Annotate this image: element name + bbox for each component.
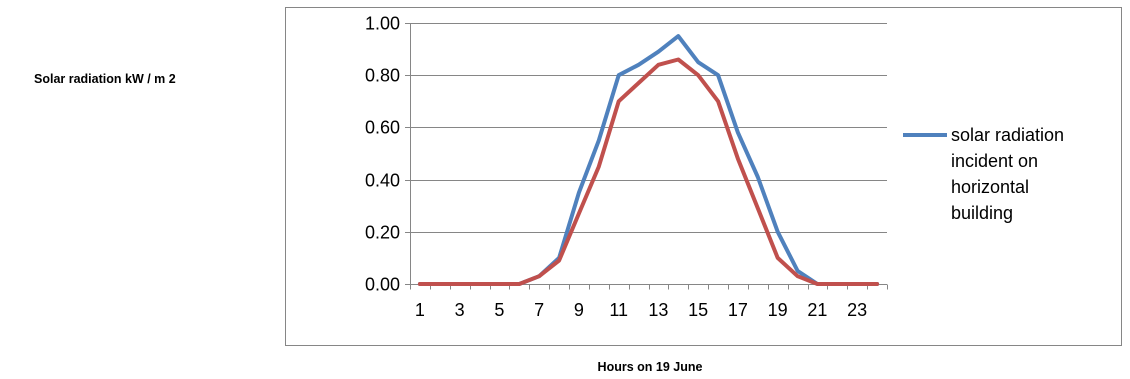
chart-frame	[285, 7, 1122, 346]
legend-label-line-2: horizontal	[951, 177, 1029, 197]
x-tick-label-9: 19	[768, 300, 788, 320]
x-tick-label-10: 21	[807, 300, 827, 320]
series-line-1	[417, 57, 880, 286]
x-tick-label-4: 9	[574, 300, 584, 320]
gridlines	[410, 23, 887, 233]
y-axis-label: Solar radiation kW / m 2	[34, 72, 176, 86]
legend-label-line-3: building	[951, 203, 1013, 223]
x-tick-label-7: 15	[688, 300, 708, 320]
x-axis-label-wrap: Hours on 19 June	[0, 360, 1130, 374]
x-tick-label-6: 13	[648, 300, 668, 320]
x-tick-label-1: 3	[455, 300, 465, 320]
legend-label-0: solar radiation incident on horizontal buil…	[951, 125, 1064, 223]
y-tick-labels: 0.00 0.20 0.40 0.60 0.80 1.00	[365, 14, 400, 295]
y-tick-label-0: 0.00	[365, 275, 400, 295]
x-axis-label: Hours on 19 June	[597, 360, 703, 374]
series-lines	[417, 34, 880, 286]
y-tick-label-2: 0.40	[365, 171, 400, 191]
x-tick-label-8: 17	[728, 300, 748, 320]
x-tick-label-5: 11	[609, 300, 628, 320]
y-tick-label-1: 0.20	[365, 223, 400, 243]
y-tick-label-5: 1.00	[365, 14, 400, 34]
legend: solar radiation incident on horizontal buil…	[903, 125, 1064, 223]
x-tick-label-11: 23	[847, 300, 867, 320]
legend-label-line-0: solar radiation	[951, 125, 1064, 145]
x-tick-labels: 1 3 5 7 9 11 13 15 17 19 21 23	[415, 300, 867, 320]
x-tick-label-0: 1	[415, 300, 425, 320]
x-tick-label-3: 7	[534, 300, 544, 320]
y-tick-label-4: 0.80	[365, 66, 400, 86]
legend-label-line-1: incident on	[951, 151, 1038, 171]
x-tick-label-2: 5	[494, 300, 504, 320]
y-tick-label-3: 0.60	[365, 118, 400, 138]
